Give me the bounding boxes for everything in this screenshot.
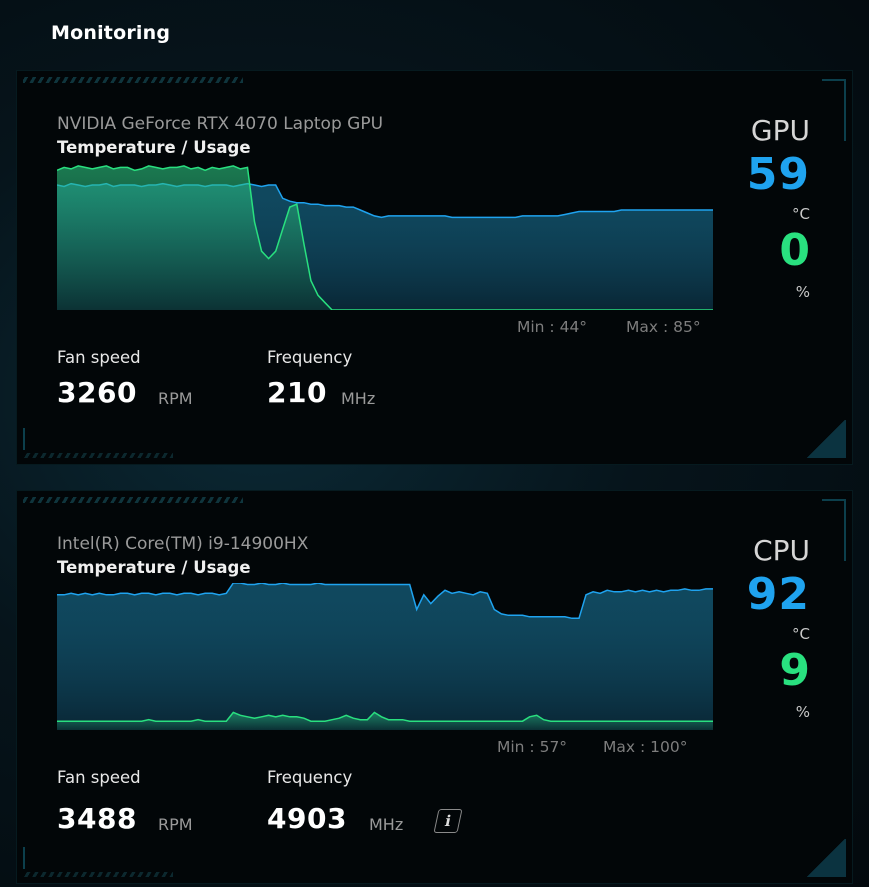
cpu-usage-area (57, 712, 713, 730)
decor-corner (822, 499, 846, 561)
cpu-panel: Intel(R) Core(TM) i9-14900HX Temperature… (16, 490, 853, 884)
gpu-freq-label: Frequency (267, 348, 353, 367)
cpu-min-temp: Min : 57° (497, 738, 568, 756)
cpu-temperature-line (57, 583, 713, 620)
gpu-freq-value: 210 (267, 376, 327, 409)
gpu-max-temp: Max : 85° (626, 318, 701, 336)
cpu-fan-label: Fan speed (57, 768, 141, 787)
decor-corner (23, 847, 41, 869)
decor-corner (806, 839, 846, 877)
gpu-device-name: NVIDIA GeForce RTX 4070 Laptop GPU (57, 114, 384, 134)
gpu-temp-unit: °C (792, 205, 810, 223)
gpu-usage: 0 (779, 225, 810, 276)
cpu-freq-unit: MHz (369, 815, 404, 834)
gpu-panel: NVIDIA GeForce RTX 4070 Laptop GPU Tempe… (16, 70, 853, 465)
gpu-usage-line (57, 165, 713, 310)
page-title: Monitoring (51, 22, 171, 44)
decor-corner (822, 79, 846, 141)
decor-hatch (23, 872, 173, 877)
cpu-temp-unit: °C (792, 625, 810, 643)
cpu-freq-value: 4903 (267, 802, 347, 835)
cpu-usage-unit: % (795, 703, 810, 721)
cpu-temperature: 92 (746, 569, 810, 620)
cpu-fan-unit: RPM (158, 815, 193, 834)
gpu-kind-label: GPU (750, 114, 810, 147)
cpu-kind-label: CPU (753, 534, 810, 567)
cpu-freq-label: Frequency (267, 768, 353, 787)
cpu-fan-value: 3488 (57, 802, 137, 835)
decor-corner (23, 428, 41, 450)
info-icon[interactable]: i (433, 809, 463, 833)
gpu-min-temp: Min : 44° (517, 318, 588, 336)
gpu-fan-label: Fan speed (57, 348, 141, 367)
gpu-fan-unit: RPM (158, 389, 193, 408)
cpu-usage: 9 (779, 645, 810, 696)
cpu-chart (57, 583, 713, 730)
cpu-temperature-area (57, 583, 713, 730)
cpu-usage-line (57, 711, 713, 722)
gpu-usage-area (57, 165, 713, 310)
cpu-max-temp: Max : 100° (603, 738, 688, 756)
gpu-fan-value: 3260 (57, 376, 137, 409)
decor-corner (806, 420, 846, 458)
gpu-freq-unit: MHz (341, 389, 376, 408)
gpu-chart (57, 165, 713, 310)
gpu-graph-title: Temperature / Usage (57, 138, 251, 157)
cpu-device-name: Intel(R) Core(TM) i9-14900HX (57, 534, 309, 554)
gpu-usage-unit: % (795, 283, 810, 301)
decor-hatch (23, 453, 173, 458)
cpu-graph-title: Temperature / Usage (57, 558, 251, 577)
gpu-temperature: 59 (746, 149, 810, 200)
decor-hatch (23, 77, 243, 83)
decor-hatch (23, 497, 243, 503)
